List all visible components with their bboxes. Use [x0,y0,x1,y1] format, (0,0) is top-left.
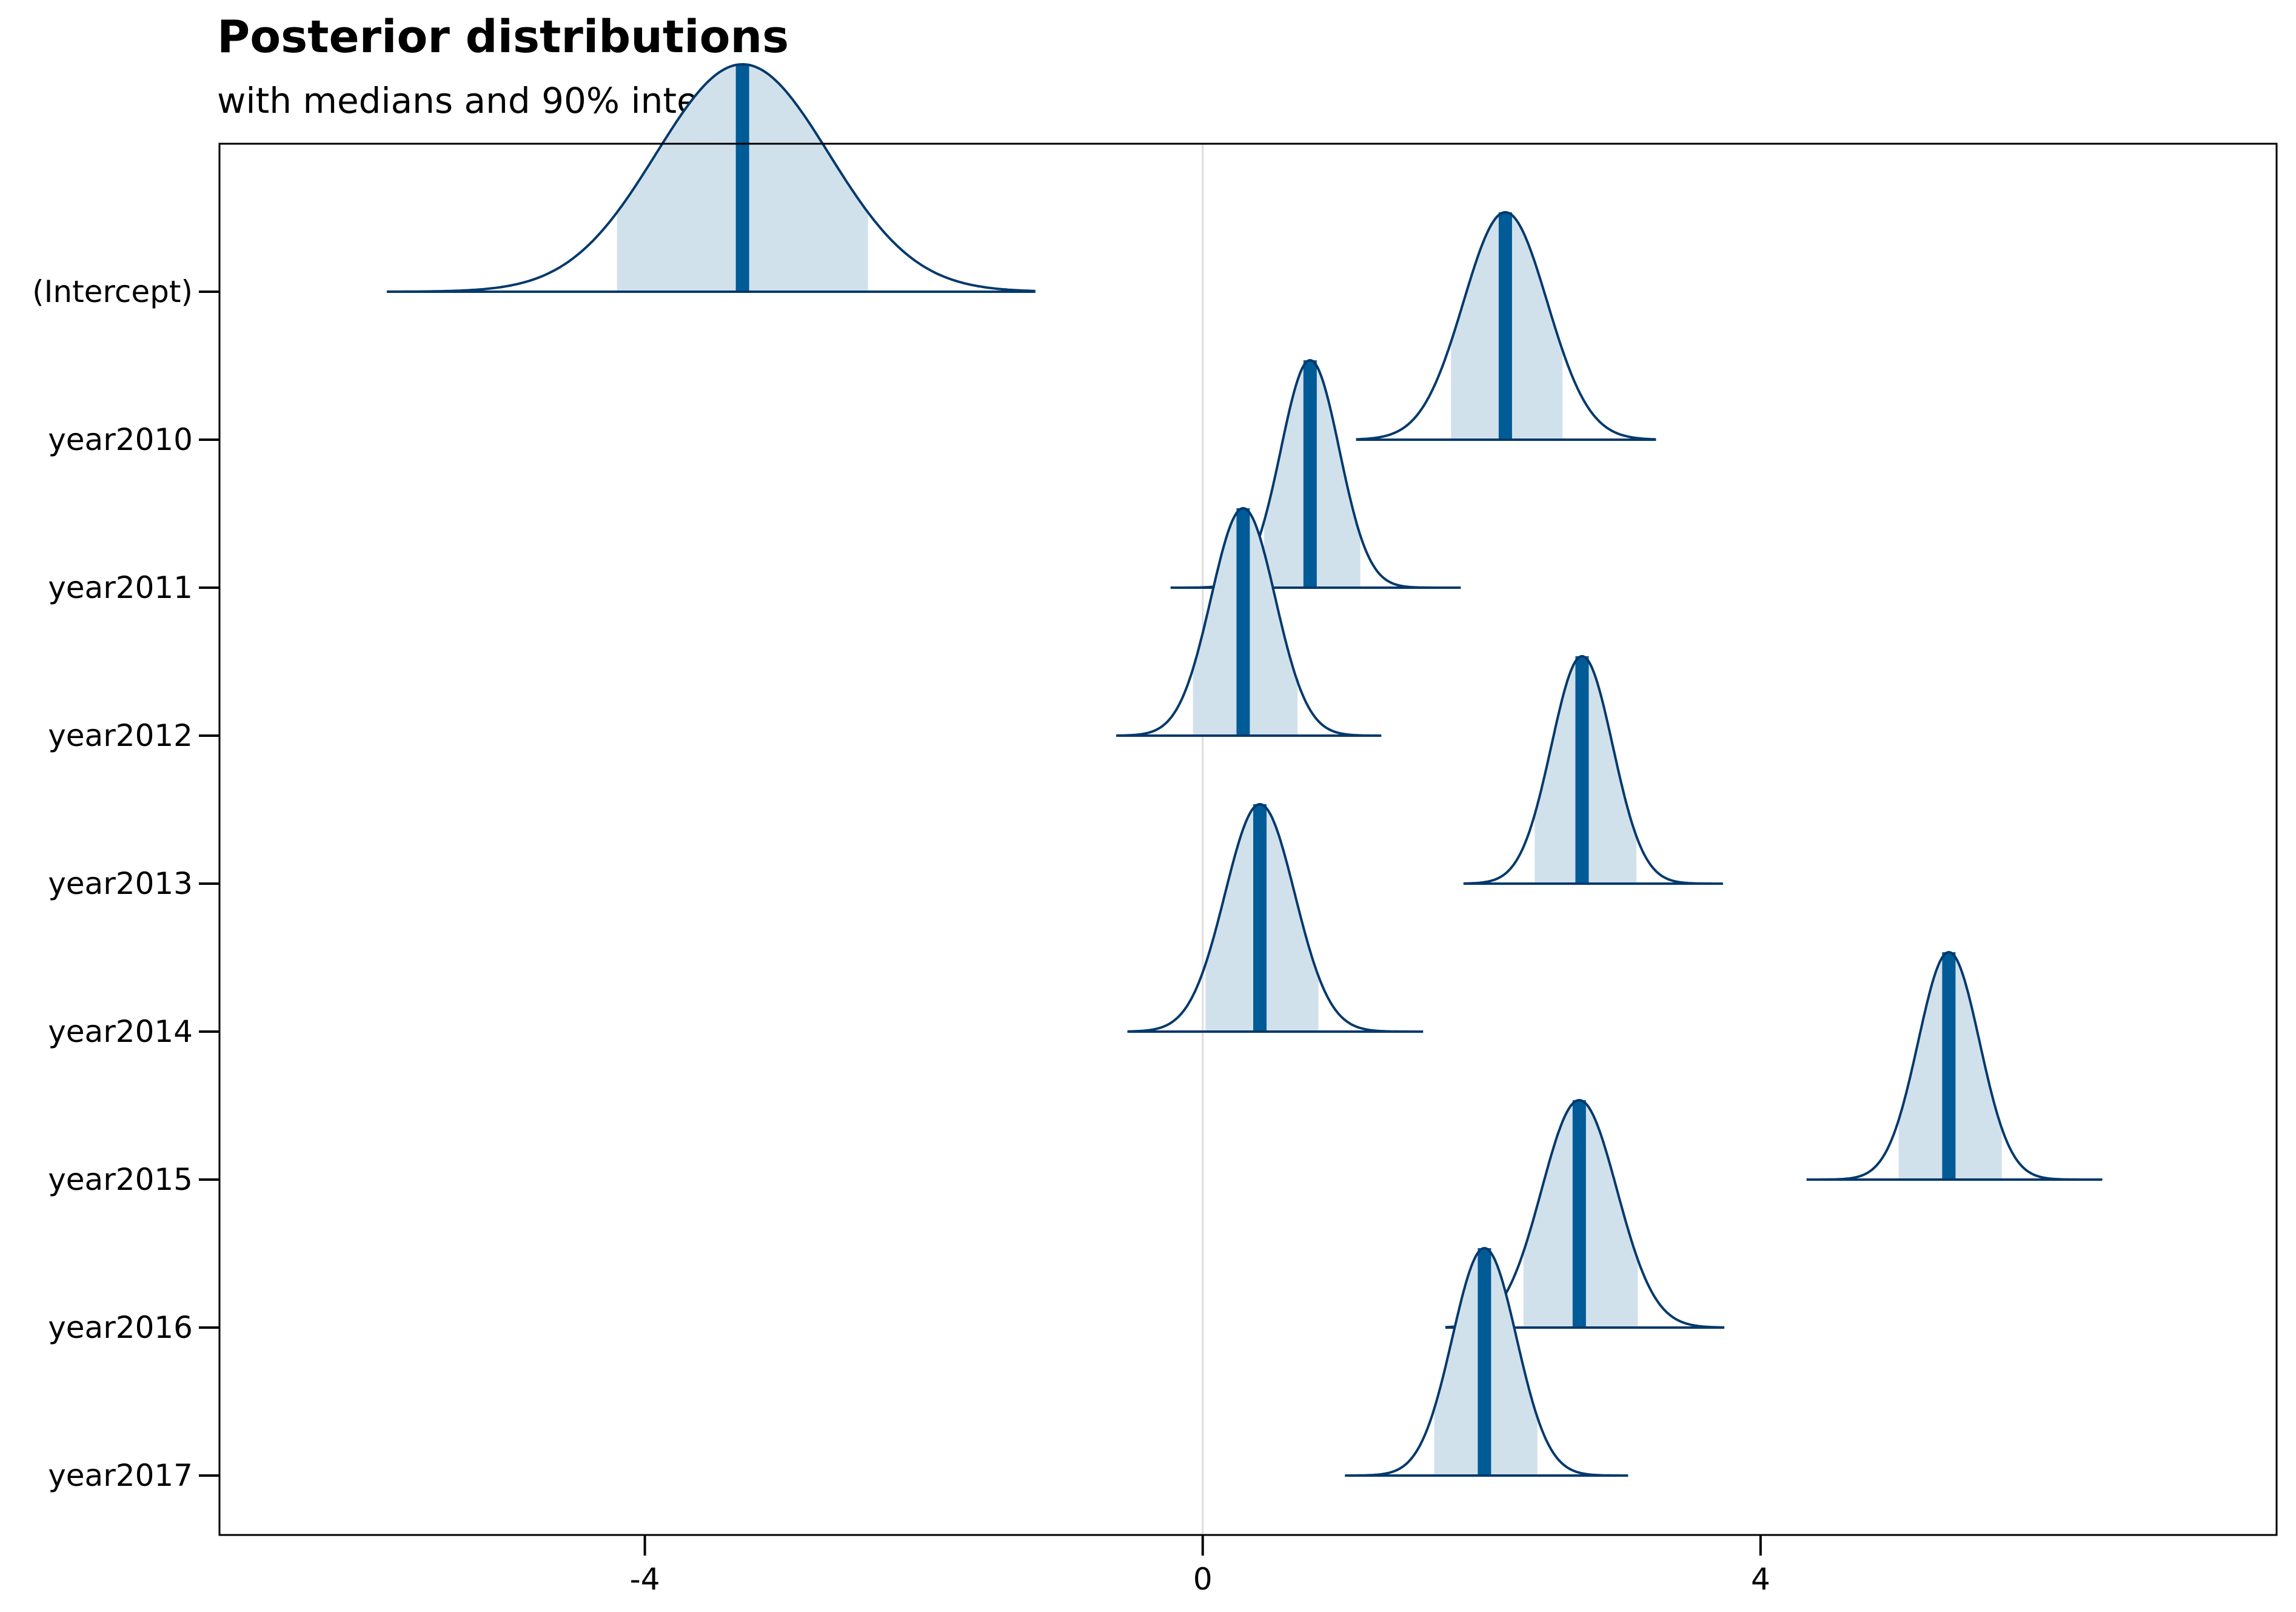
density-outline [387,62,1036,293]
median-bar [1498,212,1512,440]
median-bar [735,64,749,292]
ridge-year2013 [1463,654,1723,885]
y-tick-label: year2013 [48,866,193,901]
y-tick-label: year2017 [48,1458,193,1493]
x-tick-label: -4 [630,1562,660,1597]
density-outline [1463,654,1723,885]
y-tick-label: year2012 [48,718,193,753]
density-outline [1345,1246,1628,1477]
ridge-year2015 [1806,951,2103,1181]
y-tick-label: (Intercept) [32,274,193,309]
ridge-year2011 [1170,358,1461,589]
x-tick-label: 0 [1193,1562,1213,1597]
ridge-intercept [387,62,1036,293]
ridge-year2016 [1445,1098,1725,1329]
ridge-year2010 [1356,210,1656,441]
median-bar [1303,360,1317,588]
y-tick-label: year2011 [48,570,193,605]
plot-frame [218,143,2278,1536]
ridge-year2014 [1127,802,1424,1033]
ridge-year2012 [1116,506,1382,737]
median-bar [1942,952,1956,1180]
median-bar [1478,1248,1491,1476]
x-axis: -4 0 4 [630,1535,1770,1597]
y-tick-label: year2010 [48,422,193,457]
y-axis: (Intercept) year2010 year2011 year2012 year2… [32,274,219,1493]
density-outline [1356,210,1656,441]
y-tick-label: year2016 [48,1310,193,1345]
median-bar [1572,1100,1586,1328]
median-bar [1236,508,1250,736]
plot-area [387,62,2103,1535]
density-outline [1116,506,1382,737]
ridge-year2017 [1345,1246,1628,1477]
y-tick-label: year2014 [48,1014,193,1049]
y-tick-label: year2015 [48,1162,193,1197]
median-bar [1253,804,1267,1032]
median-bar [1575,656,1589,884]
chart-title: Posterior distributions [217,11,789,63]
x-tick-label: 4 [1751,1562,1770,1597]
